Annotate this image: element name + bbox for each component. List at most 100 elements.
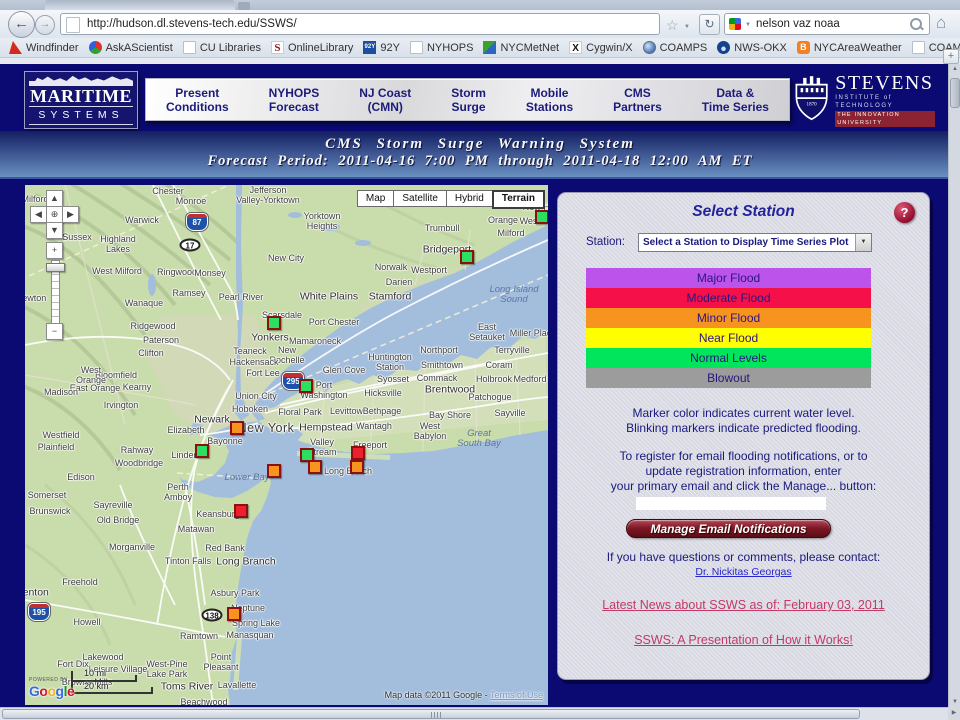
bookmark-item-cygwin-x[interactable]: X Cygwin/X	[564, 40, 637, 55]
scroll-right-icon[interactable]: ▶	[948, 707, 960, 720]
bookmark-star-icon[interactable]: ☆	[666, 17, 679, 33]
station-marker-green[interactable]	[299, 379, 313, 393]
search-icon[interactable]	[910, 18, 922, 30]
nav-item-data-time-series[interactable]: Data & Time Series	[702, 86, 769, 114]
station-marker-orange[interactable]	[267, 464, 281, 478]
nav-item-mobile-stations[interactable]: Mobile Stations	[526, 86, 573, 114]
station-marker-orange[interactable]	[227, 607, 241, 621]
forward-button[interactable]: →	[35, 15, 55, 35]
maritime-logo-text: MARITIME	[29, 86, 133, 107]
bookmark-item-askascientist[interactable]: AskAScientist	[84, 40, 178, 55]
horizontal-scrollbar-thumb[interactable]	[2, 709, 860, 719]
nav-item-nj-coast-cmn[interactable]: NJ Coast (CMN)	[359, 86, 411, 114]
station-marker-orange[interactable]	[308, 460, 322, 474]
google-logo-letter: G	[29, 683, 40, 699]
bookmark-label: NYCMetNet	[500, 41, 560, 54]
zoom-in-button[interactable]: +	[46, 242, 63, 259]
google-search-icon[interactable]	[729, 18, 741, 30]
map-type-map[interactable]: Map	[356, 190, 395, 207]
help-button[interactable]: ?	[894, 202, 915, 223]
search-engine-dropdown-icon[interactable]: ▼	[745, 22, 751, 28]
map-type-hybrid[interactable]: Hybrid	[445, 190, 493, 207]
scroll-up-icon[interactable]: ▲	[952, 66, 958, 72]
svg-text:1870: 1870	[807, 102, 818, 108]
station-marker-green[interactable]	[535, 210, 548, 224]
contact-link[interactable]: Dr. Nickitas Georgas	[695, 566, 792, 578]
station-marker-orange[interactable]	[230, 421, 244, 435]
route-138-shield-icon: 138	[201, 608, 223, 622]
search-input[interactable]: nelson vaz noaa	[756, 18, 840, 30]
flood-legend: Major Flood Moderate Flood Minor Flood Near…	[586, 268, 871, 388]
plus-button[interactable]: +	[943, 49, 959, 64]
map-type-satellite[interactable]: Satellite	[393, 190, 447, 207]
select-arrow-icon[interactable]: ▼	[855, 234, 871, 251]
new-tab-button[interactable]	[238, 2, 250, 10]
legend-row-minor-flood: Minor Flood	[586, 308, 871, 328]
shield-number: 87	[192, 218, 202, 227]
bookmark-item-nyhops[interactable]: NYHOPS	[405, 40, 478, 55]
maritime-systems-logo[interactable]: MARITIME SYSTEMS	[25, 72, 137, 128]
pan-left-button[interactable]: ◀	[30, 206, 47, 223]
bookmark-item-coamps[interactable]: COAMPS	[638, 40, 713, 55]
horizontal-scrollbar[interactable]	[0, 707, 948, 720]
stevens-logo[interactable]: 1870 STEVENS INSTITUTE of TECHNOLOGY THE…	[793, 70, 935, 128]
nav-item-cms-partners[interactable]: CMS Partners	[613, 86, 662, 114]
station-select[interactable]: Select a Station to Display Time Series …	[638, 233, 872, 252]
vertical-scrollbar[interactable]: ▲ ▼	[948, 64, 960, 707]
browser-tab[interactable]	[45, 0, 235, 10]
nav-item-nyhops-forecast[interactable]: NYHOPS Forecast	[269, 86, 320, 114]
zoom-slider-thumb[interactable]	[46, 263, 65, 272]
back-button[interactable]: ←	[8, 11, 35, 38]
latest-news-link[interactable]: Latest News about SSWS as of: February 0…	[602, 598, 885, 612]
bookmark-item-onlinelibrary[interactable]: S OnlineLibrary	[266, 40, 358, 55]
google-logo-letter: o	[47, 683, 56, 699]
nav-item-line1: NYHOPS	[268, 85, 320, 100]
bookmark-item-92y[interactable]: 92Y 92Y	[358, 40, 405, 55]
pan-right-button[interactable]: ▶	[62, 206, 79, 223]
pan-down-button[interactable]: ▼	[46, 222, 63, 239]
register-note-1: To register for email flooding notificat…	[619, 449, 868, 463]
bookmark-item-cu-libraries[interactable]: CU Libraries	[178, 40, 266, 55]
google-logo[interactable]: Google	[29, 683, 75, 699]
manage-email-button[interactable]: Manage Email Notifications	[626, 519, 831, 538]
bookmark-item-nycareaweather[interactable]: B NYCAreaWeather	[792, 40, 907, 55]
vertical-scrollbar-thumb[interactable]	[950, 78, 960, 108]
home-button[interactable]: ⌂	[936, 13, 947, 32]
nav-item-line2: Partners	[613, 99, 662, 114]
map-attribution: Map data ©2011 Google - Terms of Use	[385, 690, 543, 700]
map-canvas[interactable]: Milford Chester Monroe Jefferson Valley-Yor…	[25, 185, 548, 705]
reload-button[interactable]: ↻	[699, 14, 720, 35]
bookmark-item-nycmetnet[interactable]: NYCMetNet	[478, 40, 564, 55]
bookmark-label: Cygwin/X	[586, 41, 633, 54]
star-dropdown-icon[interactable]: ▼	[684, 24, 690, 30]
map-type-buttons: Map Satellite Hybrid Terrain	[356, 190, 545, 209]
presentation-link[interactable]: SSWS: A Presentation of How it Works!	[634, 633, 853, 647]
nav-item-line1: Mobile	[530, 85, 569, 100]
station-marker-green[interactable]	[300, 448, 314, 462]
email-input[interactable]	[636, 497, 826, 510]
search-box[interactable]: ▼ nelson vaz noaa	[724, 13, 930, 35]
station-marker-red[interactable]	[234, 504, 248, 518]
pan-up-button[interactable]: ▲	[46, 190, 63, 207]
station-marker-green[interactable]	[267, 316, 281, 330]
google-logo-letter: e	[66, 683, 75, 699]
station-marker-orange[interactable]	[350, 460, 364, 474]
terms-of-use-link[interactable]: Terms of Use	[489, 690, 543, 700]
map-type-terrain[interactable]: Terrain	[491, 190, 545, 209]
url-text[interactable]: http://hudson.dl.stevens-tech.edu/SSWS/	[87, 18, 297, 30]
url-bar[interactable]: http://hudson.dl.stevens-tech.edu/SSWS/	[60, 13, 660, 35]
scroll-down-icon[interactable]: ▼	[952, 699, 958, 705]
nav-item-present-conditions[interactable]: Present Conditions	[166, 86, 229, 114]
bookmark-item-nws-okx[interactable]: NWS-OKX	[712, 40, 792, 55]
zoom-out-button[interactable]: −	[46, 323, 63, 340]
station-marker-red[interactable]	[351, 446, 365, 460]
legend-row-major-flood: Major Flood	[586, 268, 871, 288]
nav-item-storm-surge[interactable]: Storm Surge	[451, 86, 486, 114]
windfinder-sail-icon	[9, 41, 22, 54]
station-marker-green[interactable]	[195, 444, 209, 458]
scale-miles: 10 mi	[84, 668, 107, 678]
skyline-icon	[29, 75, 133, 86]
station-marker-green[interactable]	[460, 250, 474, 264]
pan-center-button[interactable]: ⊕	[46, 206, 63, 223]
bookmark-item-windfinder[interactable]: Windfinder	[4, 40, 84, 55]
